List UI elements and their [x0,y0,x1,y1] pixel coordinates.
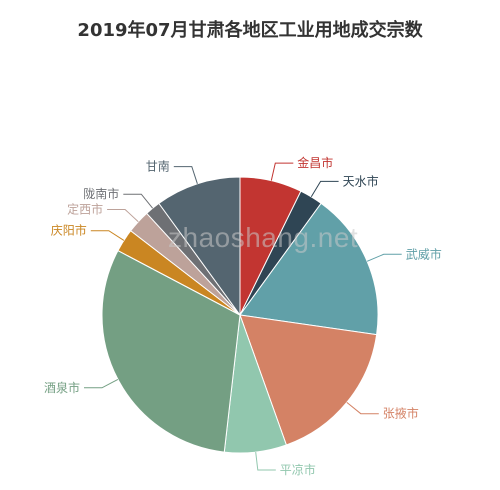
label-leader-line [346,402,379,415]
pie-slice[interactable] [239,314,378,446]
slice-label: 金昌市 [297,155,333,170]
label-leader-line [366,253,402,262]
label-leader-line [310,180,339,198]
label-leader-line [90,230,125,241]
label-leader-line [84,378,119,389]
label-leader-line [255,452,276,471]
pie-slices [101,176,379,454]
pie-slice[interactable] [158,176,241,317]
slice-label: 天水市 [343,173,379,188]
slice-label: 张掖市 [383,406,419,421]
slice-label: 陇南市 [83,186,119,201]
label-leader-line [270,162,294,181]
slice-label: 定西市 [67,202,103,217]
label-leader-line [107,209,139,223]
watermark-text: zhaoshang.net [168,222,359,253]
slice-label: 甘南 [146,159,170,174]
pie-slice[interactable] [101,249,241,453]
slice-label: 庆阳市 [51,223,87,238]
label-leader-line [123,193,153,209]
slice-label: 平凉市 [280,462,316,477]
slice-label: 酒泉市 [44,380,80,395]
label-leader-line [173,166,198,184]
slice-label: 武威市 [406,246,442,261]
chart-title: 2019年07月甘肃各地区工业用地成交宗数 [77,20,423,41]
